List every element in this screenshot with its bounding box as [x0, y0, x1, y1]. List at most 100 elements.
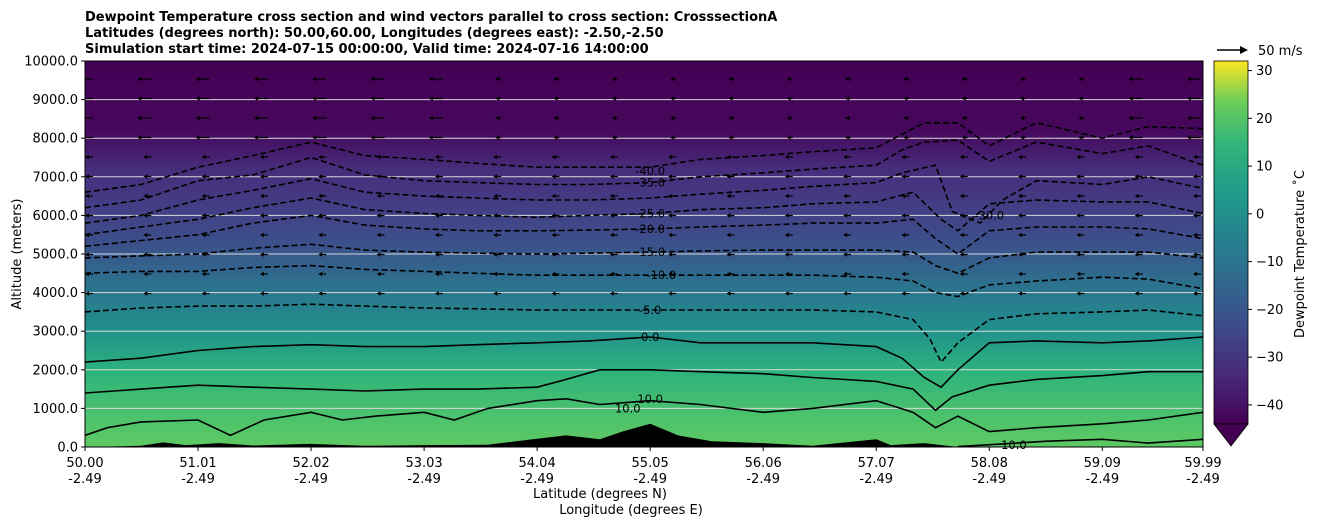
colorbar-tick-label: −30: [1256, 351, 1283, 366]
wind-vector-head: [609, 154, 614, 160]
wind-vector-head: [259, 232, 264, 238]
x-axis-label-latitude: Latitude (degrees N): [533, 487, 667, 502]
wind-vector-head: [1193, 174, 1197, 179]
plot-area: -40.0-35.0 -30.0 -25.0 -20.0 -15.0 -10.0 -5.0 0…: [84, 60, 1204, 452]
wind-vector-head: [376, 232, 381, 238]
wind-vector-head: [318, 252, 323, 257]
wind-vector-head: [1193, 271, 1197, 277]
wind-vector-head: [726, 154, 731, 160]
wind-vector-head: [1187, 135, 1191, 140]
wind-vector-head: [1134, 232, 1139, 238]
colorbar-bar: [1213, 60, 1249, 425]
wind-vector-head: [318, 154, 323, 160]
x-tick-label-lon: -2.49: [520, 472, 554, 487]
wind-vector-head: [143, 174, 148, 179]
wind-vector-head: [495, 76, 500, 82]
wind-vector-head: [1187, 115, 1191, 121]
wind-vector-head: [784, 193, 789, 199]
x-tick-label-lon: -2.49: [407, 472, 441, 487]
wind-vector-head: [784, 174, 789, 179]
wind-vector-head: [784, 271, 789, 277]
wind-vector-head: [253, 135, 258, 140]
wind-vector-head: [609, 271, 614, 277]
wind-vector-head: [843, 252, 848, 257]
wind-vector-head: [843, 232, 848, 238]
wind-vector-head: [85, 154, 89, 160]
colorbar-tick-label: −20: [1256, 303, 1283, 318]
wind-vector-head: [611, 115, 616, 121]
x-tick-label-lat: 51.01: [179, 456, 216, 471]
wind-vector-head: [1134, 213, 1139, 218]
wind-vector-head: [668, 174, 673, 179]
contour-label: -5.0: [639, 303, 661, 317]
wind-vector-head: [376, 193, 381, 199]
wind-vector-head: [1076, 271, 1081, 277]
x-tick-label-lat: 52.02: [292, 456, 329, 471]
wind-vector-head: [1018, 232, 1023, 238]
wind-vector-head: [553, 96, 558, 101]
contour-label: -40.0: [635, 164, 665, 178]
wind-vector-head: [318, 193, 323, 199]
wind-vector-head: [961, 115, 966, 121]
wind-vector-head: [318, 213, 323, 218]
wind-vector-head: [495, 96, 500, 101]
x-tick-label-lat: 55.05: [632, 456, 669, 471]
wind-vector-head: [495, 135, 500, 140]
wind-vector-head: [493, 154, 498, 160]
wind-vector-head: [376, 213, 381, 218]
colorbar-tick-label: 0: [1256, 207, 1264, 222]
wind-vector-head: [611, 76, 616, 82]
wind-vector-head: [784, 252, 789, 257]
wind-vector-head: [784, 213, 789, 218]
wind-vector-head: [201, 291, 206, 296]
wind-vector-head: [901, 271, 906, 277]
wind-vector-head: [786, 76, 791, 82]
wind-vector-head: [1076, 291, 1081, 296]
wind-vector-head: [1078, 96, 1083, 101]
contour-label: 10.0: [615, 401, 641, 415]
y-tick-label: 1000.0: [33, 402, 79, 417]
x-tick-label-lon: -2.49: [1085, 472, 1119, 487]
colorbar-tick-label: 10: [1256, 160, 1273, 175]
wind-vector-head: [253, 96, 258, 101]
wind-vector-head: [85, 213, 89, 218]
colorbar-tick-label: −40: [1256, 398, 1283, 413]
wind-vector-head: [434, 252, 439, 257]
wind-vector-head: [668, 232, 673, 238]
wind-vector-head: [493, 232, 498, 238]
wind-vector-head: [318, 232, 323, 238]
x-tick-label-lon: -2.49: [746, 472, 780, 487]
wind-vector-head: [493, 213, 498, 218]
wind-vector-head: [726, 271, 731, 277]
colorbar: −40 −30 −20 −10 0 10 20 30 Dewpoint Temperature…: [1213, 60, 1308, 447]
x-tick-label-lon: -2.49: [294, 472, 328, 487]
contour-line: [85, 303, 1203, 364]
wind-vector-head: [670, 115, 675, 121]
wind-vector-head: [611, 96, 616, 101]
wind-vector-head: [195, 96, 200, 101]
wind-vector-head: [728, 135, 733, 140]
wind-vector-head: [370, 76, 375, 82]
wind-vector-head: [370, 96, 375, 101]
wind-vector-head: [493, 271, 498, 277]
wind-vector-head: [668, 193, 673, 199]
quiver-key-arrowhead: [1240, 46, 1248, 54]
wind-vector-head: [728, 96, 733, 101]
wind-vector-head: [551, 213, 556, 218]
wind-vector-head: [843, 174, 848, 179]
wind-vector-head: [843, 213, 848, 218]
wind-vector-head: [1128, 76, 1133, 82]
wind-vector-head: [726, 252, 731, 257]
wind-vector-head: [786, 96, 791, 101]
y-tick-label: 9000.0: [33, 93, 79, 108]
y-tick-label: 10000.0: [24, 55, 78, 70]
wind-vector-head: [726, 232, 731, 238]
wind-vector-head: [259, 252, 264, 257]
wind-vector-head: [1128, 135, 1133, 140]
wind-vector-head: [428, 76, 433, 82]
title-line-1: Dewpoint Temperature cross section and w…: [85, 10, 777, 25]
wind-vector-head: [143, 271, 148, 277]
contour-labels: -40.0-35.0 -30.0 -25.0 -20.0 -15.0 -10.0 -5.0 0…: [615, 164, 1027, 452]
wind-vector-head: [376, 174, 381, 179]
wind-vector-head: [784, 154, 789, 160]
